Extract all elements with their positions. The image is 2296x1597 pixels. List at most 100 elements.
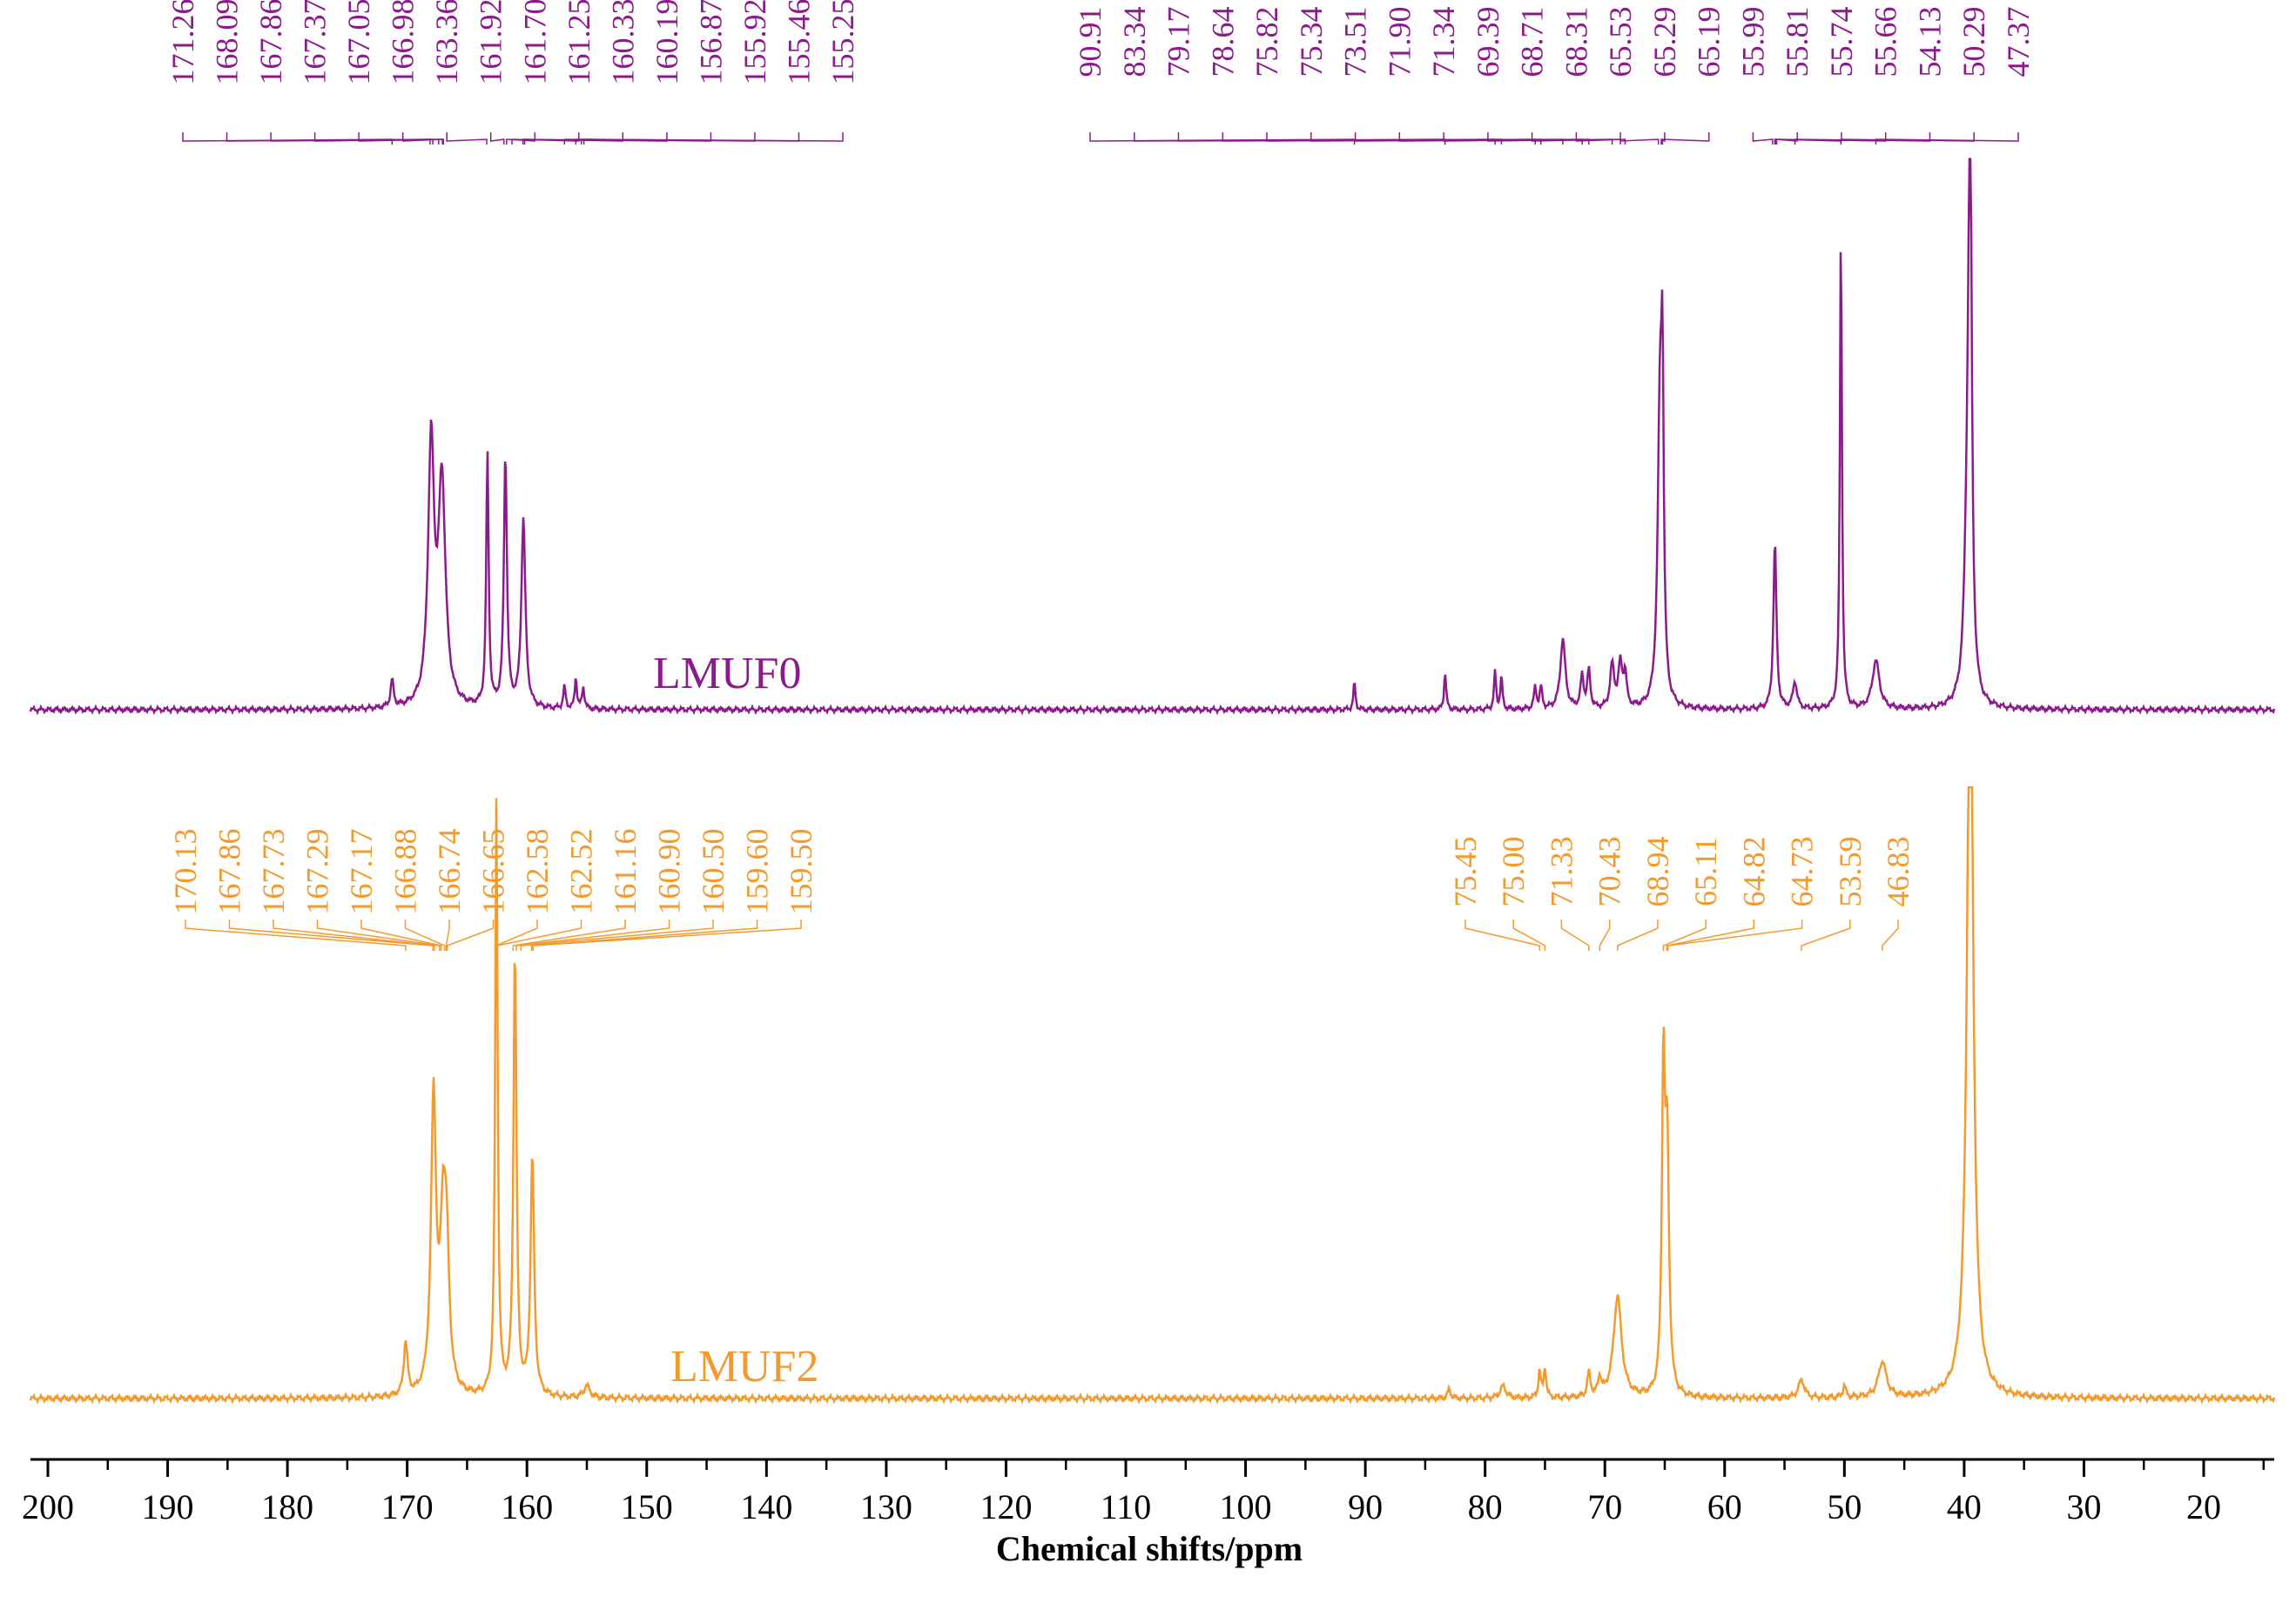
x-tick-label: 40 — [1947, 1487, 1982, 1526]
peak-label: 70.43 — [1592, 837, 1627, 907]
peak-label: 65.53 — [1603, 7, 1638, 77]
peak-label: 75.00 — [1496, 837, 1531, 907]
peak-connector — [228, 920, 434, 951]
peak-connector — [1882, 920, 1899, 951]
x-tick-label: 190 — [142, 1487, 194, 1526]
peak-label: 68.31 — [1559, 7, 1593, 77]
peak-connector — [1487, 132, 1613, 145]
peak-label: 167.17 — [344, 829, 379, 915]
peak-connector — [532, 920, 802, 951]
peak-label: 68.94 — [1640, 837, 1675, 907]
peak-connector — [1774, 132, 1798, 145]
peak-label: 166.98 — [386, 0, 421, 85]
peak-connector — [1617, 920, 1659, 951]
x-tick-label: 90 — [1348, 1487, 1383, 1526]
peak-label: 55.74 — [1824, 7, 1859, 77]
peak-connector — [512, 920, 626, 951]
peak-label: 79.17 — [1161, 7, 1196, 77]
peak-connector — [273, 920, 435, 951]
peak-label: 69.39 — [1471, 7, 1505, 77]
peak-label: 166.65 — [476, 829, 511, 915]
peak-label: 161.70 — [517, 0, 552, 85]
series-name-lmuf2: LMUF2 — [670, 1342, 818, 1391]
peak-connector — [1794, 132, 1931, 145]
x-tick-label: 140 — [740, 1487, 792, 1526]
peak-connector — [446, 132, 488, 145]
peak-connector — [1599, 920, 1611, 951]
x-tick-label: 50 — [1827, 1487, 1862, 1526]
x-tick-label: 200 — [22, 1487, 74, 1526]
x-tick-label: 100 — [1220, 1487, 1272, 1526]
x-tick-label: 120 — [980, 1487, 1032, 1526]
peak-connector — [530, 920, 758, 951]
peak-connector — [515, 920, 670, 951]
peak-connector — [1512, 920, 1546, 951]
peak-connector — [1801, 920, 1851, 951]
x-axis-title: Chemical shifts/ppm — [996, 1529, 1303, 1568]
x-tick-label: 150 — [621, 1487, 673, 1526]
peak-label: 46.83 — [1881, 837, 1916, 907]
peak-label: 68.71 — [1515, 7, 1550, 77]
peak-connector — [520, 920, 714, 951]
peak-label: 71.90 — [1382, 7, 1417, 77]
peak-label: 156.87 — [693, 0, 728, 85]
peak-label: 75.82 — [1249, 7, 1284, 77]
peak-label: 65.19 — [1692, 7, 1727, 77]
spectrum-trace-lmuf2 — [29, 785, 2276, 1405]
peak-label: 55.99 — [1735, 7, 1770, 77]
peak-connector — [1443, 132, 1590, 145]
peak-label: 65.11 — [1688, 837, 1723, 906]
peak-connector — [563, 132, 712, 145]
peak-label: 55.81 — [1780, 7, 1815, 77]
peak-connector — [445, 920, 450, 951]
peak-label: 155.25 — [825, 0, 860, 85]
x-tick-label: 20 — [2186, 1487, 2221, 1526]
peak-connector — [489, 132, 505, 145]
x-tick-label: 30 — [2066, 1487, 2101, 1526]
peak-label: 78.64 — [1205, 7, 1240, 77]
peak-label: 64.73 — [1785, 837, 1820, 907]
peak-connector — [495, 920, 538, 951]
x-tick-label: 170 — [381, 1487, 434, 1526]
peak-connector — [511, 132, 580, 145]
peak-connector — [580, 132, 800, 145]
peak-connector — [1752, 132, 1774, 145]
peak-label: 54.13 — [1913, 7, 1948, 77]
peak-connector — [1560, 920, 1590, 951]
peak-label: 161.92 — [474, 0, 508, 85]
peak-label: 163.36 — [429, 0, 464, 85]
peak-label: 65.29 — [1647, 7, 1682, 77]
peak-connector — [1662, 920, 1707, 951]
peak-label: 71.34 — [1426, 7, 1461, 77]
peak-label: 83.34 — [1117, 7, 1152, 77]
peak-connector — [1575, 132, 1626, 145]
peak-label: 75.45 — [1448, 837, 1483, 907]
peak-connector — [1666, 920, 1755, 951]
peak-label: 161.16 — [608, 829, 643, 915]
series-name-lmuf0: LMUF0 — [653, 649, 801, 698]
peak-label: 167.86 — [212, 829, 247, 915]
peak-label: 160.50 — [696, 829, 731, 915]
x-tick-label: 110 — [1101, 1487, 1152, 1526]
x-tick-label: 80 — [1468, 1487, 1503, 1526]
peak-label: 171.26 — [165, 0, 200, 85]
peak-label: 53.59 — [1833, 837, 1868, 907]
peak-connector — [1619, 132, 1660, 145]
peak-connector — [1666, 920, 1803, 951]
peak-label: 155.92 — [737, 0, 772, 85]
x-tick-label: 70 — [1587, 1487, 1622, 1526]
peak-connector — [316, 920, 441, 951]
peak-connector — [270, 132, 434, 145]
peak-label: 166.88 — [388, 829, 423, 915]
peak-connector — [358, 132, 443, 145]
peak-label: 160.19 — [650, 0, 684, 85]
peak-connector — [1875, 132, 2019, 145]
peak-connector — [185, 920, 407, 951]
peak-connector — [226, 132, 431, 145]
peak-connector — [1661, 132, 1710, 145]
peak-label: 90.91 — [1073, 7, 1108, 77]
peak-connector — [1840, 132, 1975, 145]
peak-connector — [506, 132, 536, 145]
peak-label: 167.73 — [256, 829, 291, 915]
